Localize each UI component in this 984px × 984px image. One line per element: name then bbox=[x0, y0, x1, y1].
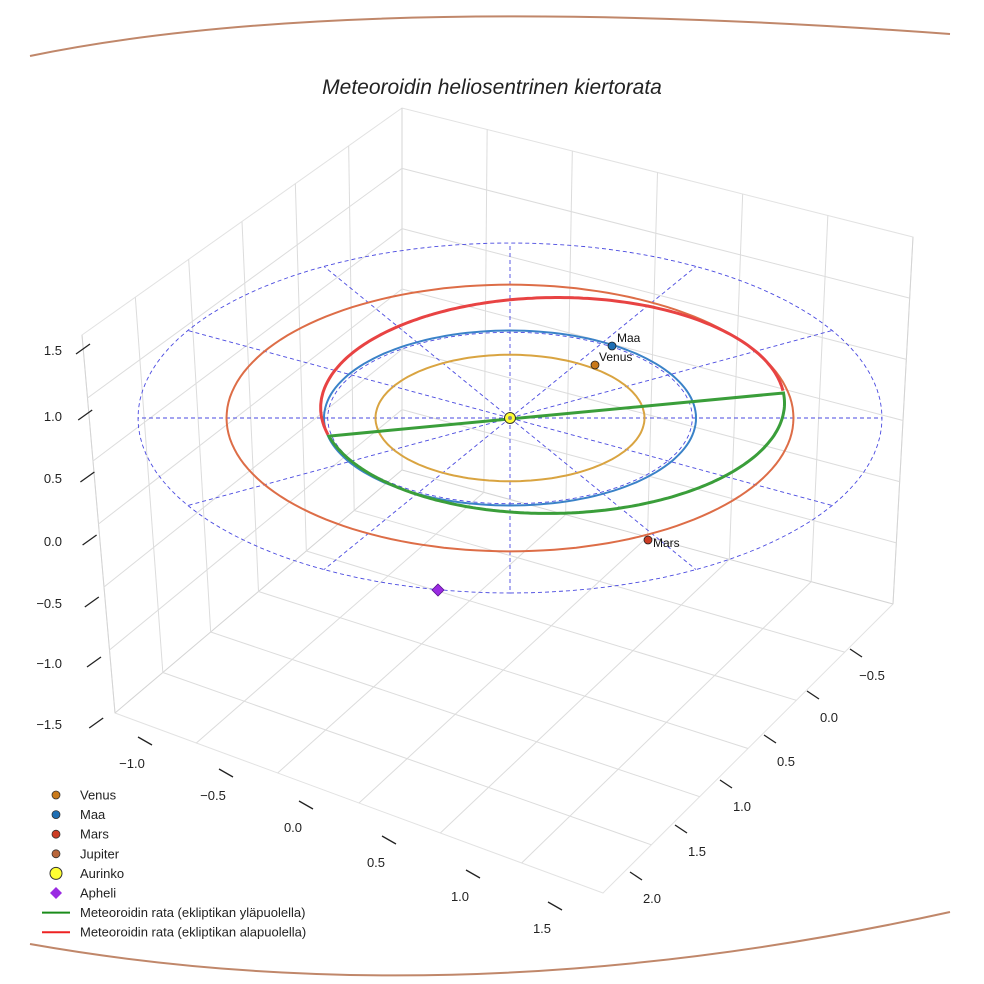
z-axis-ticks: 1.5 1.0 0.5 0.0 −0.5 −1.0 −1.5 bbox=[36, 343, 104, 732]
guide-ring bbox=[137, 242, 883, 594]
mars-orbit bbox=[225, 283, 795, 553]
mars-label: Mars bbox=[653, 536, 680, 550]
x-tick-mark bbox=[137, 736, 153, 746]
x-tick-label: 0.5 bbox=[367, 855, 385, 870]
legend-label: Venus bbox=[80, 788, 117, 803]
sun-core bbox=[508, 416, 512, 420]
y-axis-ticks: −0.5 0.0 0.5 1.0 1.5 2.0 bbox=[629, 648, 885, 906]
legend-circle-swatch bbox=[51, 829, 61, 839]
jupiter-orbit bbox=[29, 911, 951, 977]
x-tick-mark bbox=[547, 901, 563, 911]
legend-item: Meteoroidin rata (ekliptikan alapuolella… bbox=[42, 925, 306, 940]
venus-label: Venus bbox=[599, 350, 632, 364]
z-tick-label: 0.0 bbox=[44, 534, 62, 549]
x-tick-label: −1.0 bbox=[119, 756, 145, 771]
grid-line bbox=[521, 581, 812, 864]
grid-line bbox=[401, 348, 900, 483]
axes-grid bbox=[87, 129, 910, 864]
venus-orbit bbox=[374, 353, 646, 483]
maa-marker bbox=[607, 341, 617, 351]
legend-label: Apheli bbox=[80, 886, 116, 901]
y-tick-label: −0.5 bbox=[859, 668, 885, 683]
bodies: Venus Maa Mars bbox=[431, 331, 680, 597]
y-tick-mark bbox=[849, 648, 863, 658]
legend-diamond-swatch bbox=[50, 887, 62, 899]
z-tick-mark bbox=[75, 343, 91, 355]
legend: Venus Maa Mars Jupiter Aurinko Apheli Meteoroi… bbox=[42, 788, 306, 940]
y-tick-label: 1.0 bbox=[733, 799, 751, 814]
legend-item: Venus bbox=[51, 788, 117, 803]
legend-label: Meteoroidin rata (ekliptikan yläpuolella… bbox=[80, 905, 305, 920]
legend-item: Apheli bbox=[50, 886, 116, 901]
meteoroid-orbit bbox=[319, 296, 786, 515]
z-tick-label: −1.5 bbox=[36, 717, 62, 732]
y-tick-mark bbox=[719, 779, 733, 789]
legend-label: Maa bbox=[80, 807, 106, 822]
grid-line bbox=[401, 288, 904, 421]
x-tick-mark bbox=[381, 835, 397, 845]
legend-label: Mars bbox=[80, 827, 109, 842]
legend-item: Mars bbox=[51, 827, 109, 842]
grid-line bbox=[87, 167, 403, 399]
maa-orbit bbox=[322, 329, 698, 507]
mars-marker bbox=[643, 535, 653, 545]
y-tick-mark bbox=[629, 871, 643, 881]
aphelion-marker bbox=[431, 583, 445, 597]
legend-circle-swatch bbox=[49, 866, 63, 880]
x-tick-label: 0.0 bbox=[284, 820, 302, 835]
y-tick-label: 2.0 bbox=[643, 891, 661, 906]
legend-item: Aurinko bbox=[49, 866, 124, 881]
legend-label: Aurinko bbox=[80, 866, 124, 881]
legend-label: Jupiter bbox=[80, 846, 120, 861]
grid-line bbox=[98, 288, 403, 525]
x-tick-label: −0.5 bbox=[200, 788, 226, 803]
x-tick-label: 1.5 bbox=[533, 921, 551, 936]
venus-marker bbox=[590, 360, 600, 370]
x-tick-mark bbox=[465, 869, 481, 879]
legend-circle-swatch bbox=[51, 849, 61, 859]
z-tick-mark bbox=[80, 471, 95, 483]
y-tick-mark bbox=[806, 690, 820, 700]
z-tick-mark bbox=[88, 717, 104, 729]
legend-item: Jupiter bbox=[51, 846, 120, 861]
x-tick-label: 1.0 bbox=[451, 889, 469, 904]
legend-label: Meteoroidin rata (ekliptikan alapuolella… bbox=[80, 925, 306, 940]
z-tick-mark bbox=[77, 409, 93, 421]
y-tick-label: 0.0 bbox=[820, 710, 838, 725]
z-tick-mark bbox=[86, 656, 102, 668]
planet-orbits bbox=[29, 15, 951, 977]
x-tick-mark bbox=[218, 768, 234, 778]
z-tick-label: 1.5 bbox=[44, 343, 62, 358]
x-axis-ticks: −1.0 −0.5 0.0 0.5 1.0 1.5 bbox=[119, 736, 563, 936]
z-tick-label: 1.0 bbox=[44, 409, 62, 424]
y-tick-mark bbox=[763, 734, 777, 744]
z-tick-mark bbox=[84, 596, 100, 608]
legend-circle-swatch bbox=[51, 810, 61, 819]
meteoroid-orbit-above bbox=[326, 391, 786, 515]
grid-line bbox=[401, 228, 907, 360]
y-tick-mark bbox=[674, 824, 688, 834]
z-tick-label: 0.5 bbox=[44, 471, 62, 486]
chart-title: Meteoroidin heliosentrinen kiertorata bbox=[322, 76, 662, 99]
z-tick-mark bbox=[82, 534, 97, 546]
grid-line bbox=[103, 348, 403, 588]
x-tick-mark bbox=[298, 800, 314, 810]
grid-line bbox=[109, 409, 403, 651]
z-tick-label: −1.0 bbox=[36, 656, 62, 671]
maa-label: Maa bbox=[617, 331, 641, 345]
legend-item: Maa bbox=[51, 807, 106, 822]
grid-line bbox=[401, 167, 910, 299]
z-tick-label: −0.5 bbox=[36, 596, 62, 611]
meteoroid-orbit-below bbox=[319, 296, 785, 436]
y-tick-label: 0.5 bbox=[777, 754, 795, 769]
legend-item: Meteoroidin rata (ekliptikan yläpuolella… bbox=[42, 905, 305, 920]
y-tick-label: 1.5 bbox=[688, 844, 706, 859]
legend-circle-swatch bbox=[51, 790, 61, 800]
jupiter-orbit bbox=[29, 15, 951, 57]
grid-line bbox=[92, 228, 403, 462]
